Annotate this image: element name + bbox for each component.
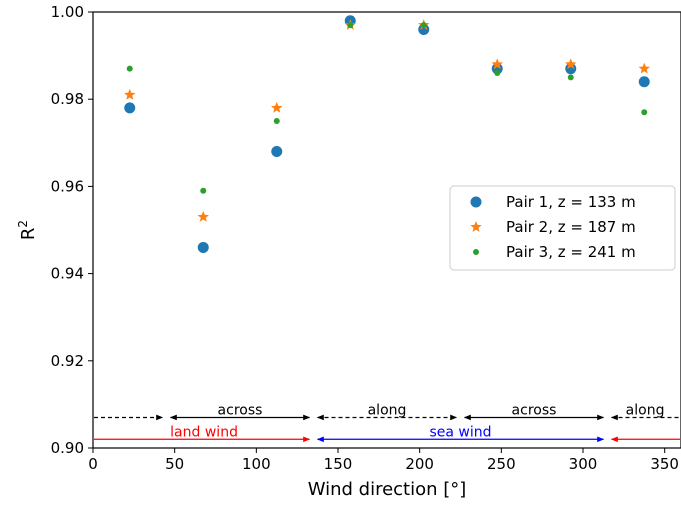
data-point-pair-2 — [638, 62, 650, 74]
data-point-pair-1 — [197, 241, 209, 253]
data-point-pair-1 — [124, 102, 136, 114]
data-point-pair-1 — [638, 76, 650, 88]
legend: Pair 1, z = 133 m Pair 2, z = 187 m Pair 3… — [449, 185, 676, 271]
y-tick-label: 0.96 — [51, 177, 84, 195]
sector-label: across — [512, 402, 557, 418]
x-tick-label: 150 — [324, 455, 353, 473]
data-point-pair-1 — [491, 63, 503, 75]
x-tick-label: 50 — [165, 455, 184, 473]
x-tick-label: 300 — [569, 455, 598, 473]
data-point-pair-3 — [273, 118, 280, 124]
wind-sector-annotations: across along across along land wind sea wind — [94, 402, 680, 443]
axes: 0 50 100 150 200 250 300 350 0.90 0.92 0.94 0.96 0.9… — [51, 3, 681, 473]
legend-marker — [470, 221, 482, 232]
legend-entry-label: Pair 3, z = 241 m — [506, 243, 636, 261]
data-point-pair-2 — [197, 210, 209, 222]
data-point-pair-2 — [491, 58, 503, 70]
x-tick-label: 0 — [88, 455, 98, 473]
data-point-pair-3 — [494, 70, 501, 77]
x-tick-label: 350 — [650, 455, 679, 473]
sea-wind-label: sea wind — [429, 424, 491, 440]
data-point-pair-1 — [271, 146, 283, 158]
data-point-pair-1 — [418, 23, 430, 35]
data-point-pair-3 — [567, 74, 574, 81]
data-point-pair-1 — [565, 63, 577, 75]
y-axis-label: R2 — [16, 220, 39, 240]
data-point-pair-2 — [565, 58, 577, 70]
data-points — [124, 15, 650, 253]
legend-marker — [473, 249, 479, 255]
data-point-pair-3 — [126, 65, 133, 72]
data-point-pair-3 — [420, 22, 427, 29]
y-tick-label: 0.92 — [51, 352, 84, 370]
y-axis-label-sup: 2 — [16, 220, 30, 228]
data-point-pair-3 — [200, 187, 207, 194]
legend-entry-label: Pair 1, z = 133 m — [506, 193, 636, 211]
data-point-pair-3 — [641, 109, 648, 116]
legend-entry-label: Pair 2, z = 187 m — [506, 218, 636, 236]
legend-marker — [470, 196, 482, 208]
data-point-pair-2 — [271, 101, 283, 113]
x-tick-label: 200 — [405, 455, 434, 473]
x-axis-label: Wind direction [°] — [308, 479, 467, 500]
x-tick-label: 100 — [242, 455, 271, 473]
x-tick-label: 250 — [487, 455, 516, 473]
legend-box — [449, 185, 676, 271]
y-tick-label: 0.90 — [51, 439, 84, 457]
sector-label: along — [626, 402, 665, 418]
sector-label: along — [368, 402, 407, 418]
y-tick-label: 0.98 — [51, 90, 84, 108]
data-point-pair-2 — [124, 88, 136, 100]
sector-label: across — [218, 402, 263, 418]
data-point-pair-3 — [347, 22, 354, 29]
plot-frame — [92, 11, 681, 449]
y-axis-label-base: R — [18, 228, 39, 241]
land-wind-label: land wind — [170, 424, 238, 440]
y-tick-label: 1.00 — [51, 3, 84, 21]
y-tick-label: 0.94 — [51, 265, 84, 283]
